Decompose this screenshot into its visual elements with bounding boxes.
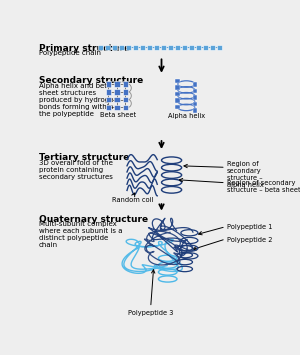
- Text: Beta sheet: Beta sheet: [100, 112, 136, 118]
- Bar: [147, 44, 152, 50]
- Text: 3D overall fold of the
protein containing
secondary structures: 3D overall fold of the protein containin…: [39, 160, 113, 180]
- Bar: [133, 44, 138, 50]
- Bar: [175, 44, 180, 50]
- Text: Polypeptide 3: Polypeptide 3: [128, 310, 173, 316]
- Bar: [106, 82, 111, 87]
- Bar: [123, 105, 128, 110]
- Bar: [126, 44, 131, 50]
- Bar: [176, 98, 180, 103]
- Bar: [189, 44, 194, 50]
- Bar: [168, 44, 173, 50]
- Text: Region of
secondary
structure –
alpha helix: Region of secondary structure – alpha he…: [226, 161, 263, 188]
- Bar: [106, 89, 111, 94]
- Bar: [217, 44, 222, 50]
- Bar: [114, 82, 120, 87]
- Bar: [193, 102, 197, 106]
- Bar: [193, 108, 197, 113]
- Text: Region of secondary
structure – beta sheet: Region of secondary structure – beta she…: [226, 180, 300, 193]
- Bar: [106, 105, 111, 110]
- Text: Tertiary structure: Tertiary structure: [39, 153, 129, 163]
- Bar: [123, 97, 128, 102]
- Text: Quaternary structure: Quaternary structure: [39, 215, 148, 224]
- Bar: [106, 97, 111, 102]
- Bar: [140, 44, 145, 50]
- Bar: [112, 44, 117, 50]
- Bar: [114, 97, 120, 102]
- Bar: [196, 44, 201, 50]
- Bar: [193, 88, 197, 93]
- Bar: [114, 105, 120, 110]
- Bar: [193, 82, 197, 87]
- Bar: [123, 82, 128, 87]
- Bar: [193, 95, 197, 100]
- Bar: [123, 89, 128, 94]
- Bar: [202, 44, 208, 50]
- Bar: [176, 92, 180, 97]
- Text: Polypeptide 1: Polypeptide 1: [226, 224, 272, 230]
- Text: Multi-subunit complex
where each subunit is a
distinct polypeptide
chain: Multi-subunit complex where each subunit…: [39, 221, 123, 248]
- Text: Random coil: Random coil: [112, 197, 154, 203]
- Text: Alpha helix and beta
sheet structures
produced by hydrogen
bonds forming within
: Alpha helix and beta sheet structures pr…: [39, 83, 118, 117]
- Bar: [154, 44, 159, 50]
- Bar: [182, 44, 187, 50]
- Text: Primary structure: Primary structure: [39, 44, 130, 53]
- Bar: [105, 44, 110, 50]
- Bar: [114, 89, 120, 94]
- Text: Alpha helix: Alpha helix: [168, 113, 205, 119]
- Bar: [161, 44, 166, 50]
- Text: Polypeptide chain: Polypeptide chain: [39, 50, 101, 56]
- Bar: [98, 44, 103, 50]
- Bar: [119, 44, 124, 50]
- Text: Polypeptide 2: Polypeptide 2: [226, 237, 272, 242]
- Bar: [176, 85, 180, 90]
- Bar: [210, 44, 215, 50]
- Text: Secondary structure: Secondary structure: [39, 76, 143, 86]
- Bar: [176, 79, 180, 83]
- Bar: [176, 105, 180, 109]
